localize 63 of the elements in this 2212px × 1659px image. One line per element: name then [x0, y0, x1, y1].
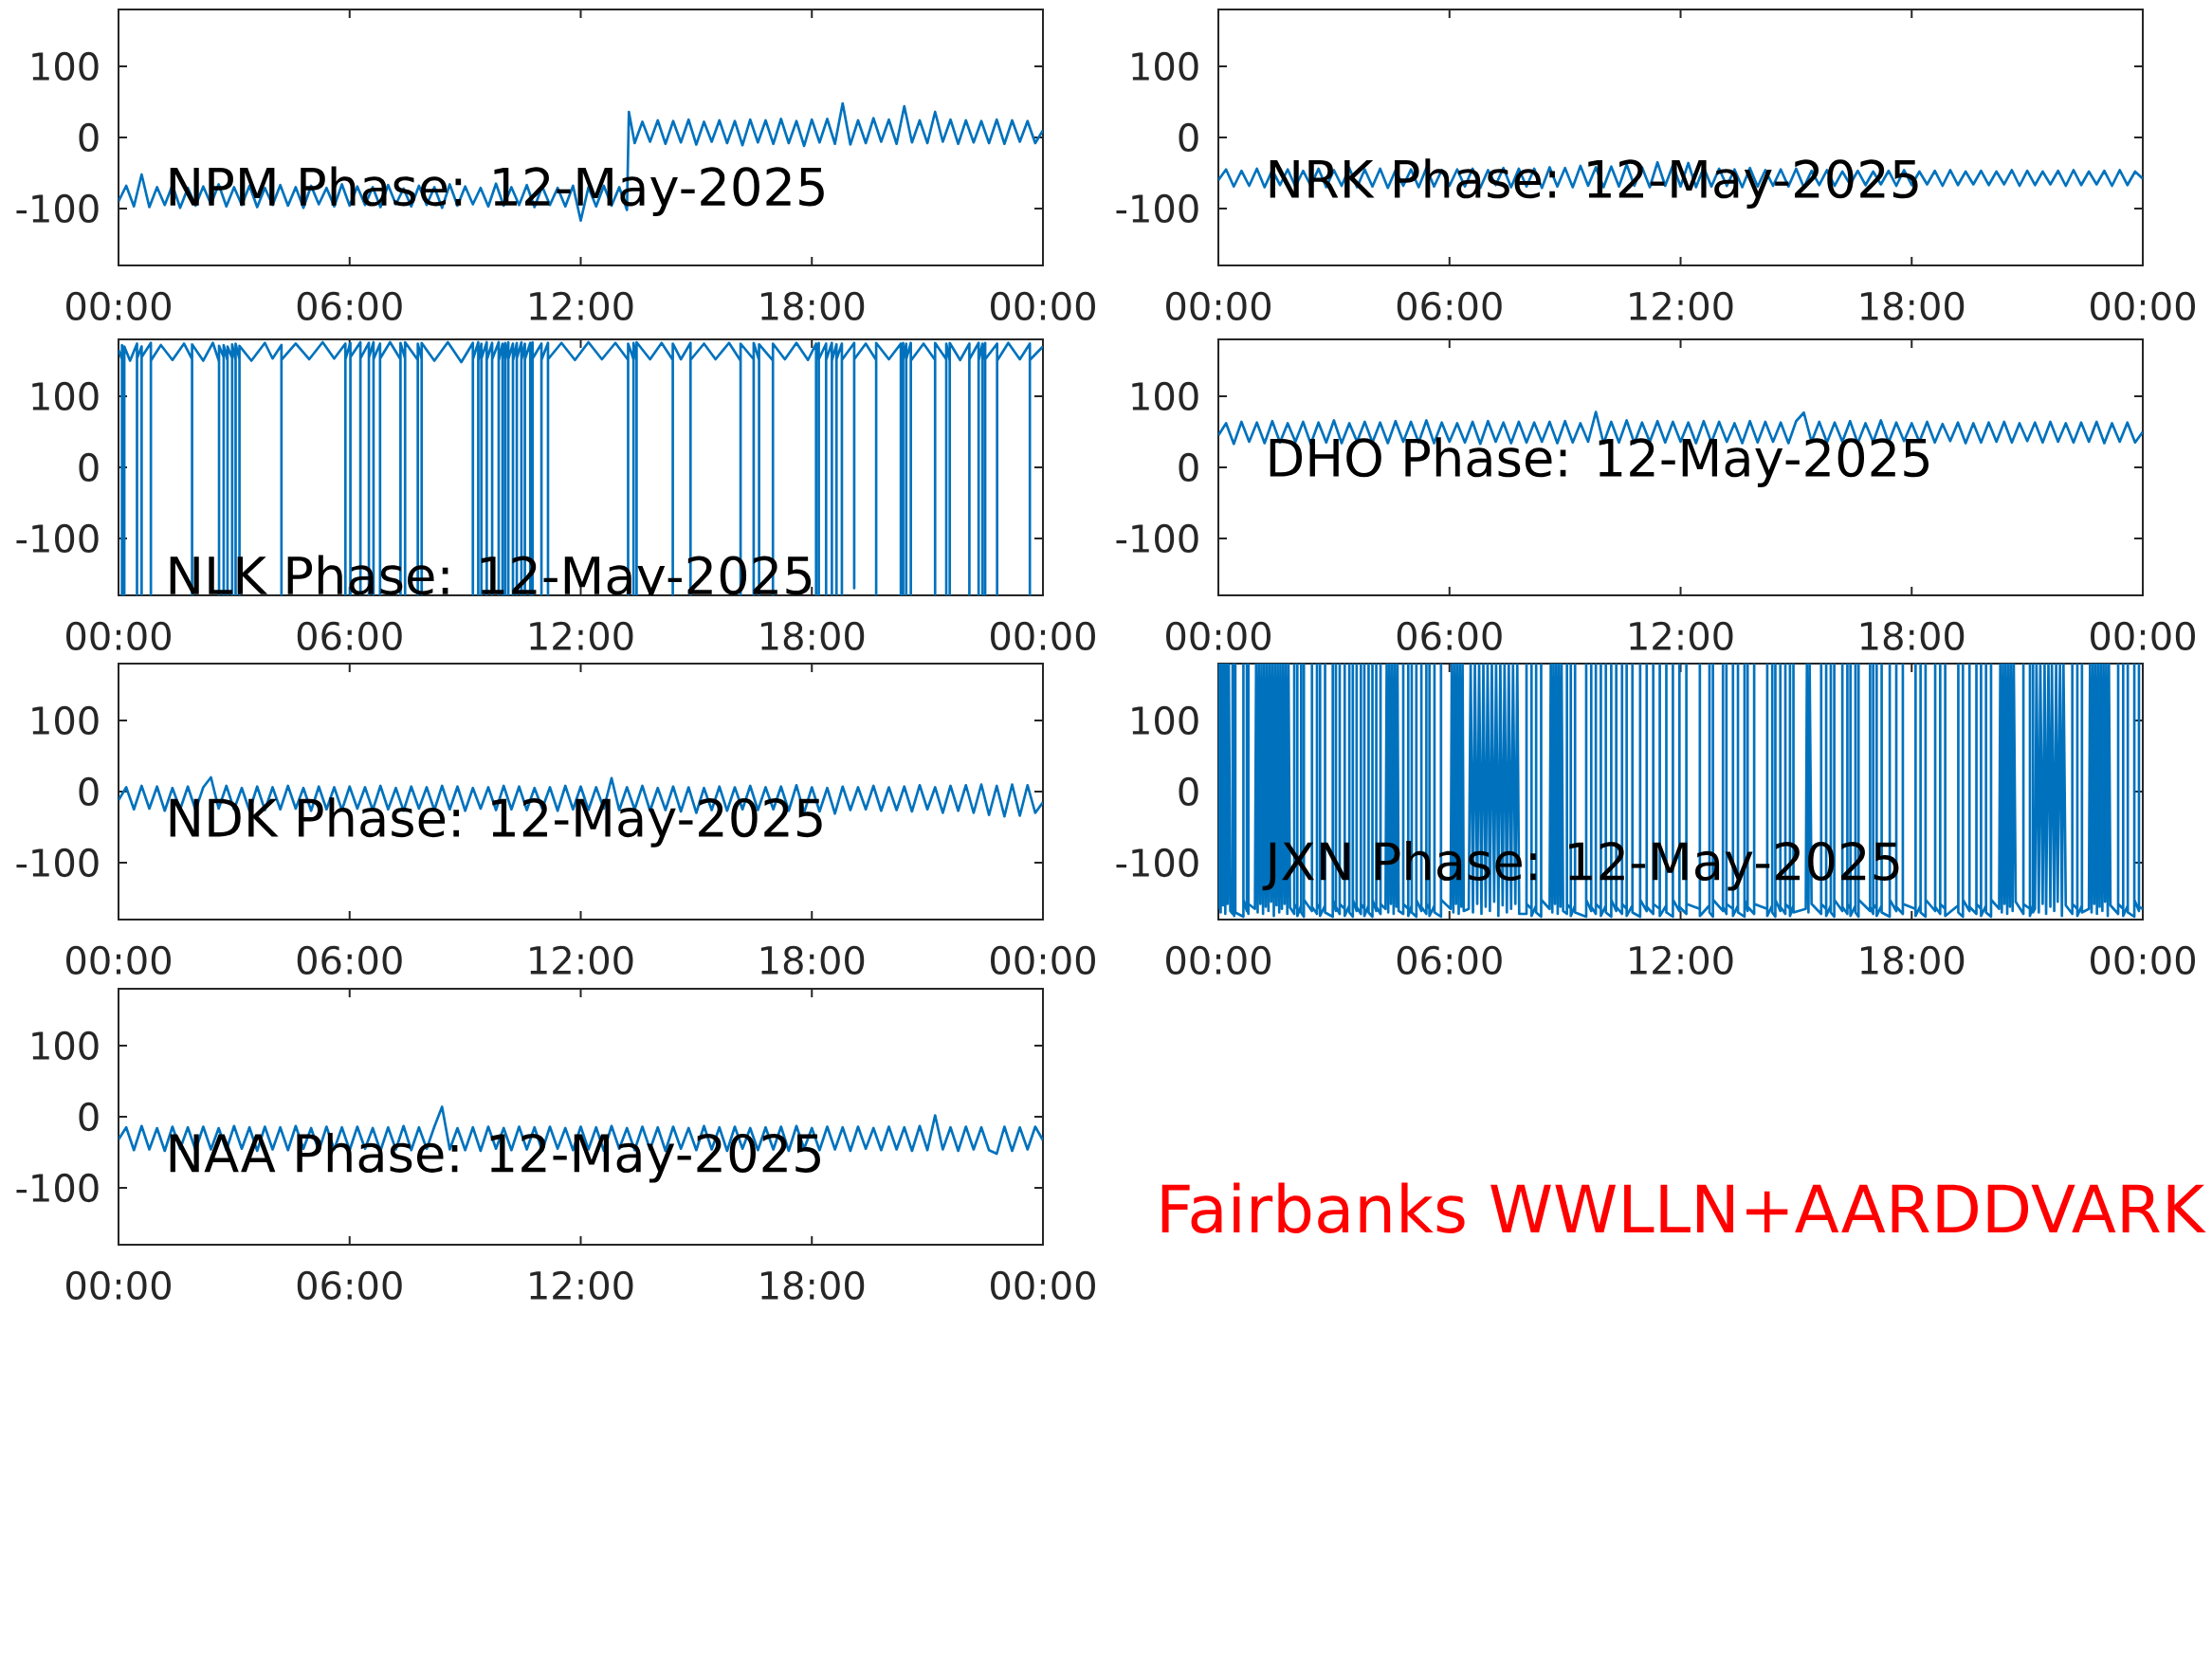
y-tick-label: 0 — [79, 1102, 99, 1132]
x-tick-label: 12:00 — [1630, 291, 1733, 320]
x-tick-label: 18:00 — [1861, 945, 1965, 975]
x-tick-label: 00:00 — [66, 291, 171, 320]
x-tick-label: 06:00 — [1397, 621, 1502, 650]
y-tick-label: 0 — [1179, 776, 1198, 807]
y-tick-label: -100 — [16, 848, 99, 878]
x-tick-label: 06:00 — [297, 291, 402, 320]
y-tick-label: -100 — [16, 1173, 99, 1203]
x-tick-label: 06:00 — [297, 945, 402, 975]
x-tick-label: 18:00 — [760, 1270, 865, 1300]
y-tick-label: -100 — [1116, 848, 1198, 878]
x-tick-label: 00:00 — [991, 1270, 1095, 1300]
x-tick-label: 06:00 — [1397, 945, 1502, 975]
y-tick-label: 0 — [1179, 452, 1198, 483]
y-tick-label: 100 — [1132, 705, 1198, 736]
y-tick-label: -100 — [16, 523, 99, 554]
y-tick-label: 0 — [79, 452, 99, 483]
y-tick-label: 100 — [32, 1030, 99, 1061]
text: NAA Phase: 12-May-2025 — [170, 1132, 820, 1183]
y-tick-label: 100 — [32, 705, 99, 736]
x-tick-label: 18:00 — [760, 291, 865, 320]
x-tick-label: 00:00 — [2091, 291, 2195, 320]
x-tick-label: 00:00 — [1166, 291, 1271, 320]
line-series — [1218, 663, 2144, 919]
x-tick-label: 06:00 — [297, 621, 402, 650]
x-tick-label: 00:00 — [66, 621, 171, 650]
text: DHO Phase: 12-May-2025 — [1270, 437, 1929, 487]
y-tick-label: 0 — [79, 122, 99, 153]
x-tick-label: 12:00 — [1630, 621, 1733, 650]
y-tick-label: 100 — [32, 381, 99, 411]
y-tick-label: 0 — [79, 776, 99, 807]
y-tick-label: -100 — [16, 193, 99, 224]
x-tick-label: 00:00 — [2091, 945, 2195, 975]
text: NDK Phase: 12-May-2025 — [170, 797, 822, 848]
y-tick-label: 100 — [1132, 381, 1198, 411]
x-tick-label: 06:00 — [1397, 291, 1502, 320]
x-tick-label: 12:00 — [530, 621, 633, 650]
x-tick-label: 00:00 — [66, 1270, 171, 1300]
x-tick-label: 00:00 — [66, 945, 171, 975]
y-tick-label: -100 — [1116, 193, 1198, 224]
x-tick-label: 00:00 — [2091, 621, 2195, 650]
text: Fairbanks WWLLN+AARDDVARK — [1161, 1182, 2206, 1233]
x-tick-label: 00:00 — [991, 291, 1095, 320]
line-series — [119, 340, 1043, 595]
y-tick-label: -100 — [1116, 523, 1198, 554]
x-tick-label: 00:00 — [1166, 945, 1271, 975]
x-tick-label: 00:00 — [991, 945, 1095, 975]
y-tick-label: 100 — [32, 51, 99, 82]
x-tick-label: 18:00 — [760, 621, 865, 650]
x-tick-label: 00:00 — [991, 621, 1095, 650]
x-tick-label: 18:00 — [1861, 621, 1965, 650]
x-tick-label: 12:00 — [530, 291, 633, 320]
y-tick-label: 0 — [1179, 122, 1198, 153]
x-tick-label: 12:00 — [530, 945, 633, 975]
line-series — [119, 101, 1043, 223]
x-tick-label: 06:00 — [297, 1270, 402, 1300]
x-tick-label: 12:00 — [530, 1270, 633, 1300]
y-tick-label: 100 — [1132, 51, 1198, 82]
x-tick-label: 18:00 — [1861, 291, 1965, 320]
x-tick-label: 18:00 — [760, 945, 865, 975]
x-tick-label: 12:00 — [1630, 945, 1733, 975]
x-tick-label: 00:00 — [1166, 621, 1271, 650]
